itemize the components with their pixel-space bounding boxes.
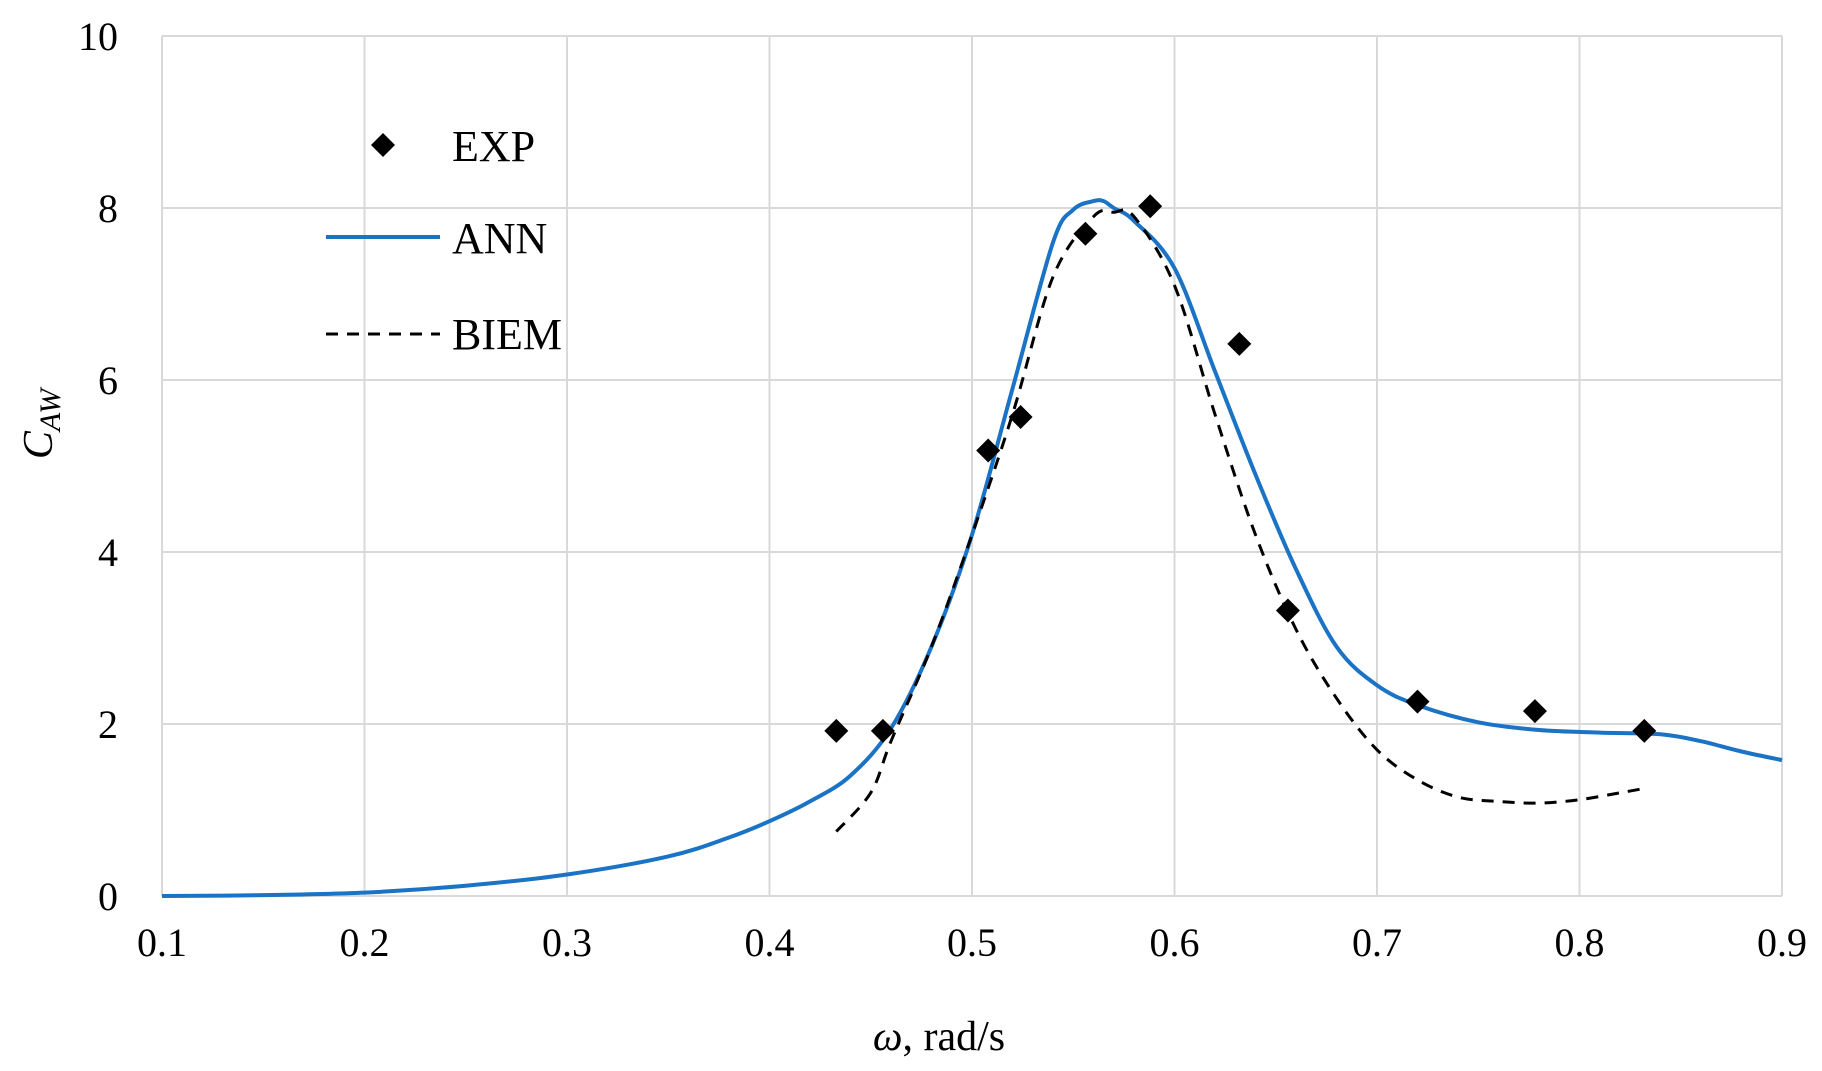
exp-data-point	[1632, 718, 1657, 743]
exp-data-point	[1227, 331, 1252, 356]
grid	[161, 35, 1783, 897]
exp-data-point	[1405, 689, 1430, 714]
x-tick-label: 0.9	[1757, 920, 1807, 965]
ann-series-line	[161, 198, 1783, 898]
x-tick-label: 0.2	[340, 920, 390, 965]
y-tick-label: 2	[98, 702, 118, 747]
y-tick-label: 0	[98, 874, 118, 919]
legend-exp-label: EXP	[452, 122, 535, 171]
exp-data-point	[870, 718, 895, 743]
exp-data-point	[1522, 699, 1547, 724]
exp-data-point	[1275, 598, 1300, 623]
x-axis-ticks: 0.1 0.2 0.3 0.4 0.5 0.6 0.7 0.8 0.9	[137, 920, 1807, 965]
x-tick-label: 0.7	[1352, 920, 1402, 965]
x-tick-label: 0.5	[947, 920, 997, 965]
y-axis-label: CAW	[16, 386, 67, 459]
y-axis-label-main: C	[16, 430, 62, 459]
x-tick-label: 0.6	[1150, 920, 1200, 965]
legend-exp-marker	[371, 133, 395, 157]
x-tick-label: 0.1	[137, 920, 187, 965]
y-axis-label-sub: AW	[34, 386, 67, 433]
legend-ann-label: ANN	[452, 214, 547, 263]
y-tick-label: 10	[78, 14, 118, 59]
exp-data-point	[1008, 404, 1033, 429]
x-tick-label: 0.8	[1555, 920, 1605, 965]
y-tick-label: 6	[98, 358, 118, 403]
y-axis-ticks: 0 2 4 6 8 10	[78, 14, 118, 919]
x-axis-label-unit: , rad/s	[903, 1014, 1006, 1060]
x-axis-label: ω, rad/s	[873, 1014, 1005, 1060]
x-tick-label: 0.3	[542, 920, 592, 965]
x-axis-label-symbol: ω	[873, 1014, 903, 1060]
exp-data-point	[824, 718, 849, 743]
exp-data-point	[1138, 194, 1163, 219]
biem-series-line	[835, 208, 1645, 833]
y-tick-label: 4	[98, 530, 118, 575]
legend: EXP ANN BIEM	[326, 122, 562, 359]
x-tick-label: 0.4	[745, 920, 795, 965]
y-tick-label: 8	[98, 186, 118, 231]
legend-biem-label: BIEM	[452, 310, 562, 359]
exp-data-point	[976, 438, 1001, 463]
exp-data-point	[1073, 221, 1098, 246]
series	[161, 194, 1783, 898]
